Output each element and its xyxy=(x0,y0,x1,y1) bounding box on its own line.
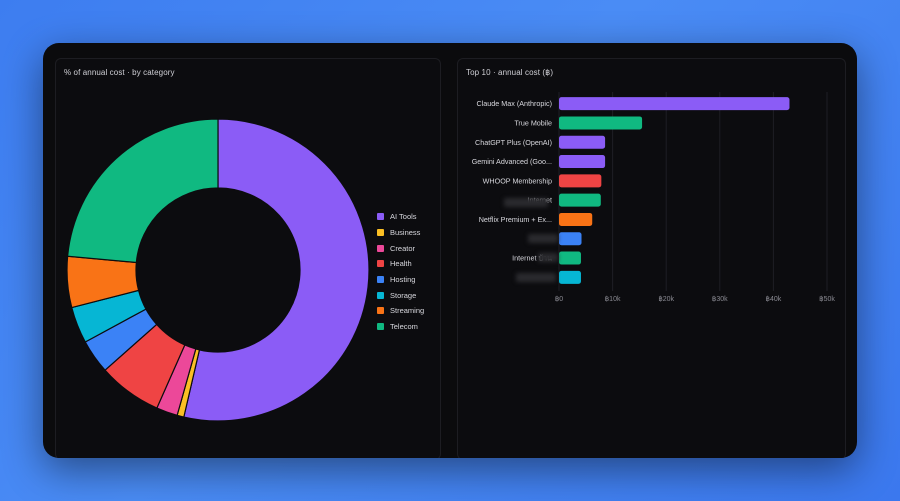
legend-label: Streaming xyxy=(390,306,425,316)
legend-label: Hosting xyxy=(390,275,416,285)
legend-swatch xyxy=(377,244,384,252)
legend-label: Creator xyxy=(390,243,416,253)
bar[interactable] xyxy=(559,155,606,169)
redacted-label xyxy=(538,253,558,262)
redacted-label xyxy=(504,198,548,207)
x-tick-label: ฿0 xyxy=(555,295,563,303)
x-tick-label: ฿40k xyxy=(766,295,782,303)
legend-label: Business xyxy=(390,228,421,238)
legend-swatch xyxy=(377,323,384,331)
bar[interactable] xyxy=(559,212,593,226)
legend-item-storage[interactable]: Storage xyxy=(377,287,424,303)
redacted-label xyxy=(516,273,556,282)
legend-swatch xyxy=(377,229,384,237)
bar[interactable] xyxy=(559,174,602,188)
legend-item-hosting[interactable]: Hosting xyxy=(377,272,424,288)
legend-swatch xyxy=(377,260,384,268)
bar[interactable] xyxy=(559,193,601,207)
bar-chart: ฿0 ฿10k ฿20k ฿30k ฿40k ฿50k Claude Max (Anthro… xyxy=(472,92,835,303)
bar[interactable] xyxy=(559,135,606,149)
bar[interactable] xyxy=(559,270,581,284)
redacted-label xyxy=(528,234,558,243)
x-tick-label: ฿10k xyxy=(605,295,621,303)
bar-category-label: WHOOP Membership xyxy=(483,176,552,185)
legend-swatch xyxy=(377,213,384,221)
legend-label: Health xyxy=(390,259,412,269)
category-donut-panel: % of annual cost · by category AI Tools B… xyxy=(55,58,441,458)
dashboard-window: % of annual cost · by category AI Tools B… xyxy=(43,43,857,458)
legend-item-ai-tools[interactable]: AI Tools xyxy=(377,209,424,225)
bar-category-label: Internet บ้าน xyxy=(512,254,552,263)
bar[interactable] xyxy=(559,251,581,265)
bar[interactable] xyxy=(559,97,790,111)
donut-chart xyxy=(66,118,370,422)
bar-category-label: ChatGPT Plus (OpenAI) xyxy=(475,138,552,147)
donut-slice-ai-tools[interactable] xyxy=(183,118,370,422)
legend-item-business[interactable]: Business xyxy=(377,225,424,241)
legend-swatch xyxy=(377,307,384,315)
legend-label: Storage xyxy=(390,290,417,300)
bar-category-label: Claude Max (Anthropic) xyxy=(476,99,552,108)
bar-category-label: True Mobile xyxy=(514,118,552,127)
x-tick-label: ฿30k xyxy=(712,295,728,303)
bar[interactable] xyxy=(559,116,643,130)
legend-swatch xyxy=(377,276,384,284)
bar-chart-title: Top 10 · annual cost (฿) xyxy=(466,68,554,77)
legend-item-telecom[interactable]: Telecom xyxy=(377,319,424,335)
x-tick-label: ฿20k xyxy=(658,295,674,303)
legend-item-health[interactable]: Health xyxy=(377,256,424,272)
donut-chart-title: % of annual cost · by category xyxy=(64,68,175,77)
legend-item-creator[interactable]: Creator xyxy=(377,240,424,256)
donut-slice-telecom[interactable] xyxy=(66,118,219,264)
bar-category-label: Netflix Premium + Ex... xyxy=(479,215,552,224)
legend-label: AI Tools xyxy=(390,212,417,222)
donut-legend: AI Tools Business Creator Health Hosting Stor… xyxy=(377,209,424,335)
x-tick-label: ฿50k xyxy=(819,295,835,303)
legend-label: Telecom xyxy=(390,322,418,332)
legend-swatch xyxy=(377,291,384,299)
top10-bar-panel: Top 10 · annual cost (฿) ฿0 ฿10k ฿20k ฿30k ฿… xyxy=(457,58,846,458)
legend-item-streaming[interactable]: Streaming xyxy=(377,303,424,319)
bar[interactable] xyxy=(559,232,582,246)
bar-category-label: Gemini Advanced (Goo... xyxy=(472,157,552,166)
